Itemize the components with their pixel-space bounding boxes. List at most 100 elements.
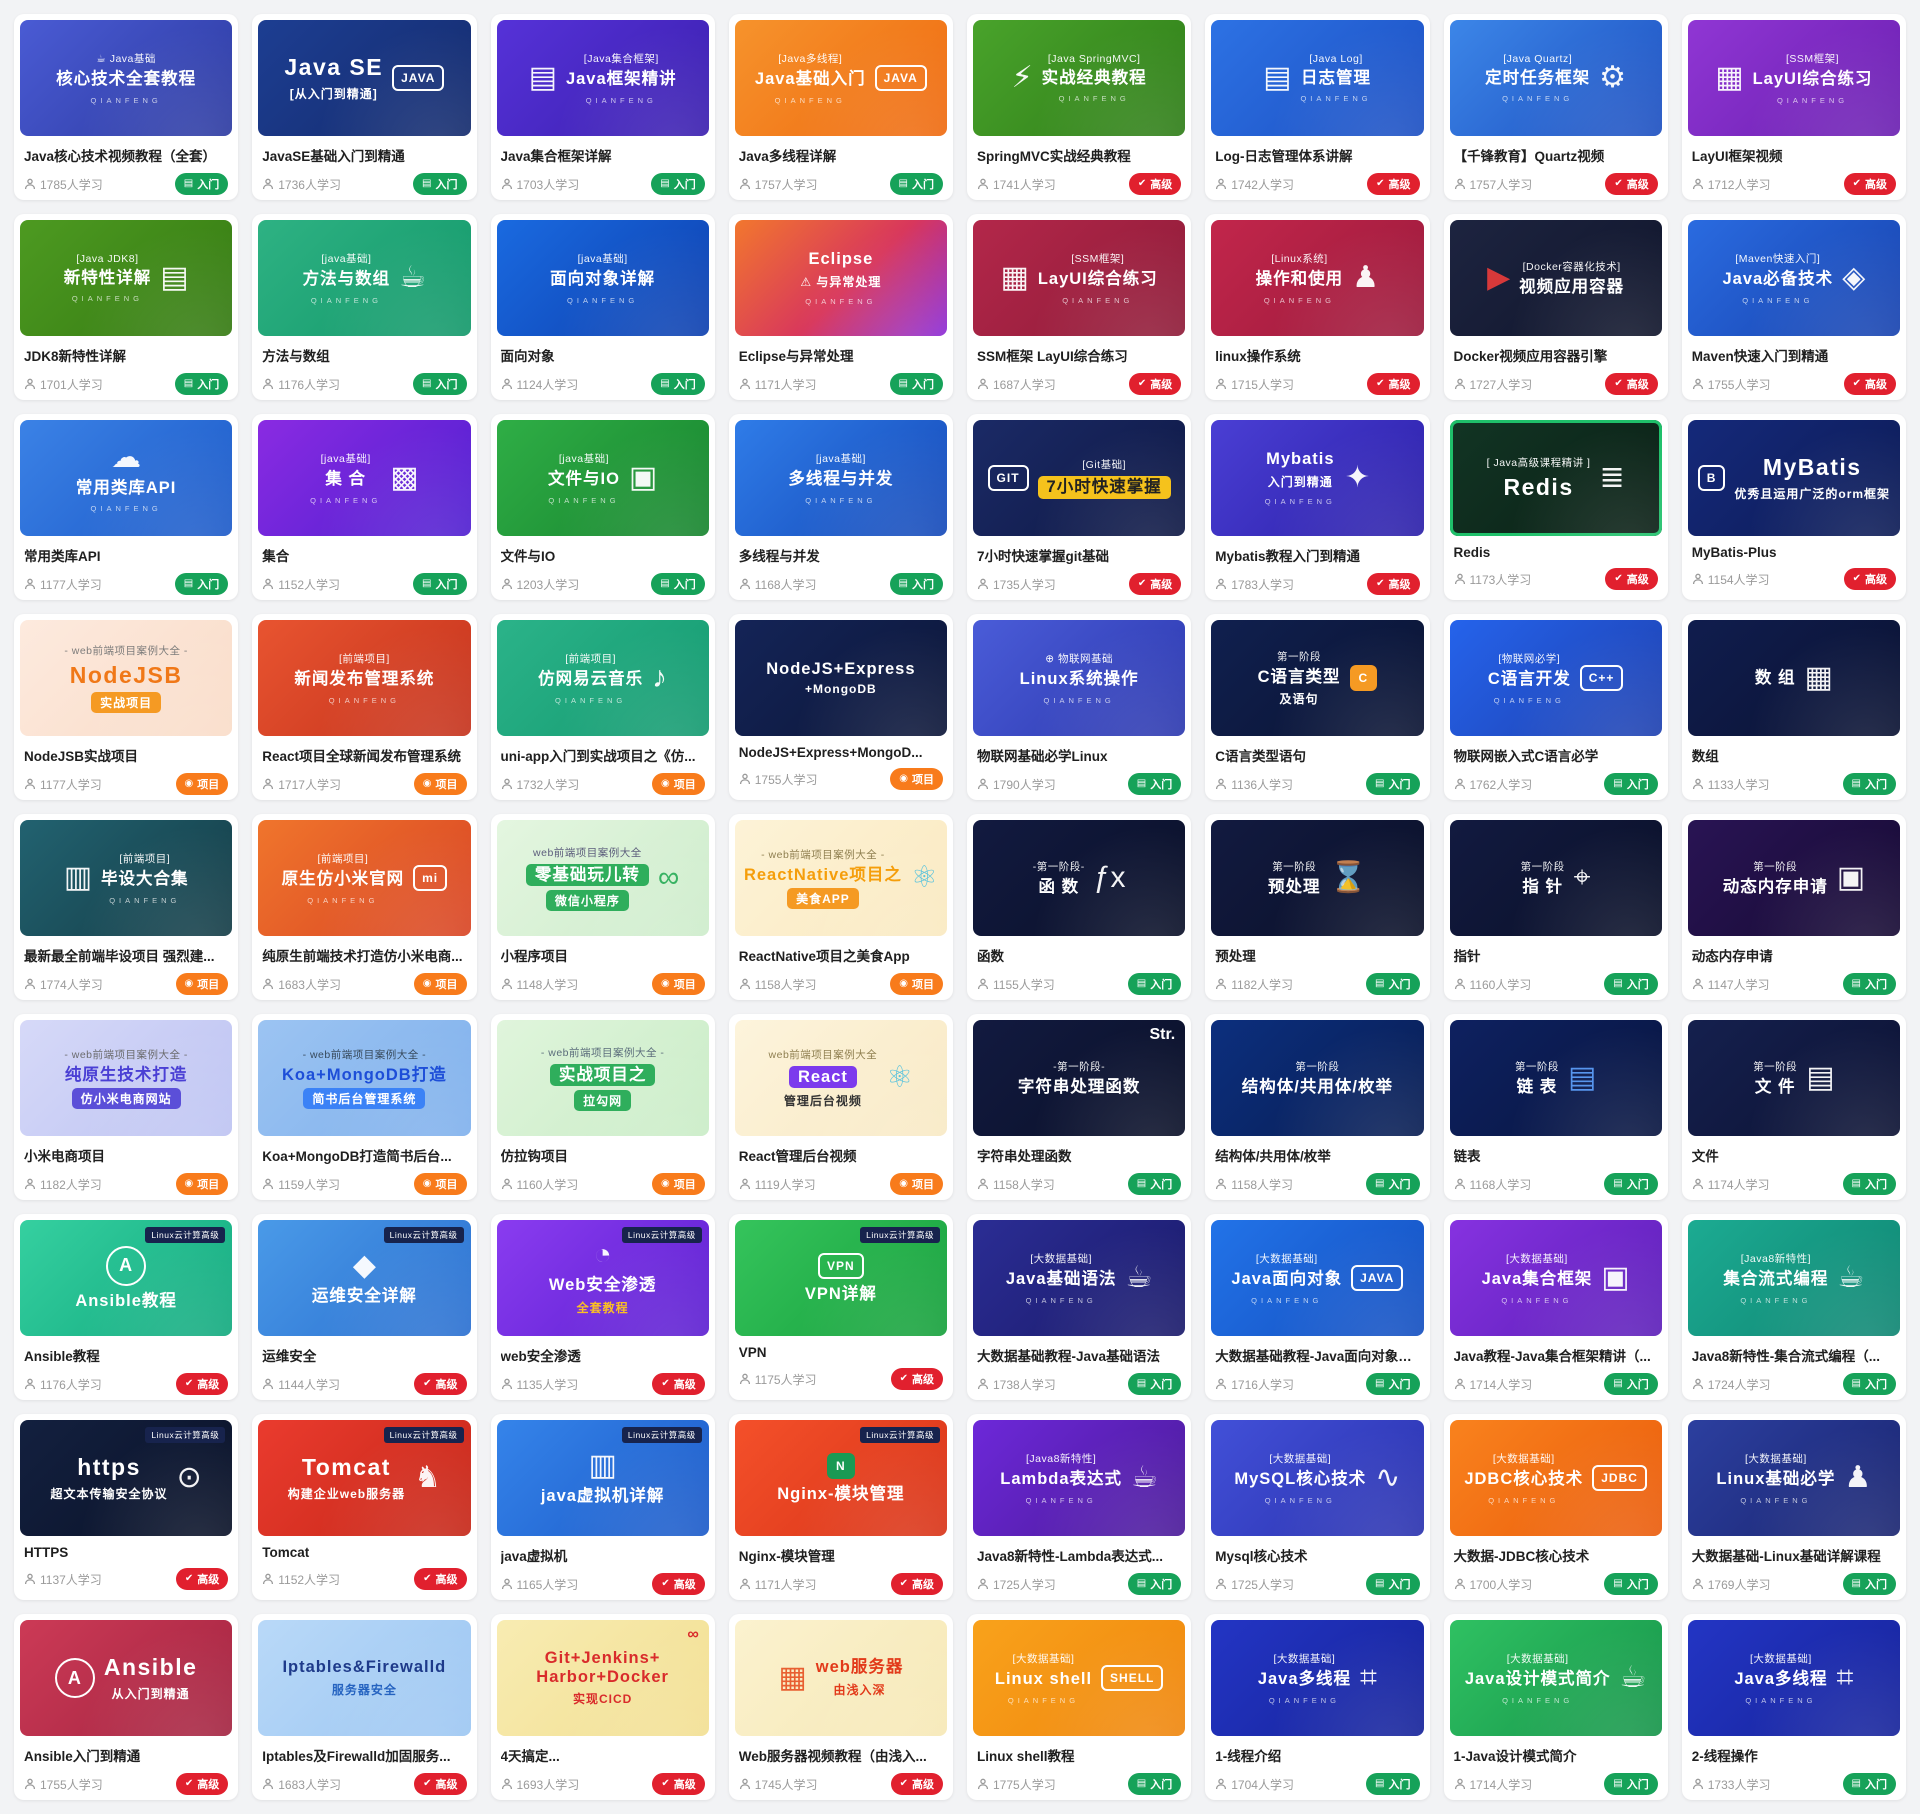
course-title[interactable]: Mybatis教程入门到精通	[1215, 549, 1361, 564]
course-title[interactable]: React管理后台视频	[738, 1149, 857, 1164]
course-card[interactable]: ⚙ [Java Quartz] 定时任务框架 QIANFENG 【千锋教育】Qu…	[1443, 14, 1668, 200]
course-card[interactable]: ▣ 第一阶段 动态内存申请 动态内存申请 1147人学习 ▤ 入门	[1681, 814, 1906, 1000]
course-title[interactable]: C语言类型语句	[1215, 749, 1306, 764]
course-title[interactable]: 字符串处理函数	[977, 1149, 1072, 1164]
course-title[interactable]: HTTPS	[24, 1545, 69, 1560]
course-title[interactable]: Maven快速入门到精通	[1691, 349, 1829, 364]
course-card[interactable]: JDBC [大数据基础] JDBC核心技术 QIANFENG 大数据-JDBC核…	[1443, 1414, 1668, 1600]
course-title[interactable]: 大数据基础教程-Java面向对象编程	[1215, 1349, 1420, 1364]
course-title[interactable]: SSM框架 LayUI综合练习	[977, 349, 1128, 364]
course-title[interactable]: 【千锋教育】Quartz视频	[1453, 149, 1605, 164]
course-card[interactable]: JAVA Java SE [从入门到精通] JavaSE基础入门到精通 1736…	[252, 14, 477, 200]
course-title[interactable]: Docker视频应用容器引擎	[1453, 349, 1608, 364]
course-title[interactable]: VPN	[738, 1345, 767, 1360]
course-card[interactable]: ☁ 常用类库API QIANFENG 常用类库API 1177人学习 ▤	[14, 414, 239, 600]
course-title[interactable]: Nginx-模块管理	[738, 1549, 835, 1564]
course-card[interactable]: ▣ [java基础] 文件与IO QIANFENG 文件与IO 1203人学习 …	[490, 414, 715, 600]
course-title[interactable]: 物联网基础必学Linux	[977, 749, 1108, 764]
course-card[interactable]: ☕ [Java8新特性] 集合流式编程 QIANFENG Java8新特性-集合…	[1681, 1214, 1906, 1400]
course-card[interactable]: ♟ [大数据基础] Linux基础必学 QIANFENG 大数据基础-Linux…	[1681, 1414, 1906, 1600]
course-title[interactable]: Java8新特性-Lambda表达式...	[977, 1549, 1164, 1564]
course-card[interactable]: ▤ [Java Log] 日志管理 QIANFENG Log-日志管理体系讲解 …	[1205, 14, 1430, 200]
course-title[interactable]: 函数	[977, 949, 1004, 964]
course-card[interactable]: ☕ [大数据基础] Java设计模式简介 QIANFENG 1-Java设计模式…	[1443, 1614, 1668, 1800]
course-title[interactable]: 链表	[1453, 1149, 1481, 1164]
course-title[interactable]: 大数据-JDBC核心技术	[1453, 1549, 1590, 1564]
course-title[interactable]: 4天搞定...	[500, 1749, 560, 1764]
course-card[interactable]: ⌛ 第一阶段 预处理 预处理 1182人学习 ▤ 入门	[1205, 814, 1430, 1000]
course-card[interactable]: ♟ [Linux系统] 操作和使用 QIANFENG linux操作系统 171…	[1205, 214, 1430, 400]
course-card[interactable]: ☕ [java基础] 方法与数组 QIANFENG 方法与数组 1176人学习 …	[252, 214, 477, 400]
course-title[interactable]: 7小时快速掌握git基础	[977, 549, 1110, 564]
course-card[interactable]: ⚛ web前端项目案例大全 React 管理后台视频 React管理后台视频 1…	[728, 1014, 953, 1200]
course-title[interactable]: java虚拟机	[500, 1549, 568, 1564]
course-title[interactable]: Tomcat	[262, 1545, 310, 1560]
course-card[interactable]: Linux云计算高级 ◆ 运维安全详解 运维安全 1144人学习	[252, 1214, 477, 1400]
course-title[interactable]: 面向对象	[500, 349, 555, 364]
course-card[interactable]: ♪ [前端项目] 仿网易云音乐 QIANFENG uni-app入门到实战项目之…	[490, 614, 715, 800]
course-title[interactable]: 集合	[262, 549, 290, 564]
course-card[interactable]: Linux云计算高级 VPN VPN详解 VPN 1175人学习	[728, 1214, 953, 1400]
course-title[interactable]: 大数据基础-Linux基础详解课程	[1691, 1549, 1881, 1564]
course-title[interactable]: Java多线程详解	[738, 149, 837, 164]
course-card[interactable]: ⌖ 第一阶段 指 针 指针 1160人学习 ▤ 入门	[1443, 814, 1668, 1000]
course-title[interactable]: 运维安全	[262, 1349, 317, 1364]
course-title[interactable]: 预处理	[1215, 949, 1256, 964]
course-title[interactable]: 小米电商项目	[24, 1149, 105, 1164]
course-title[interactable]: LayUI框架视频	[1691, 149, 1783, 164]
course-card[interactable]: [前端项目] 新闻发布管理系统 QIANFENG React项目全球新闻发布管理…	[252, 614, 477, 800]
course-card[interactable]: ∞ web前端项目案例大全 零基础玩儿转 微信小程序 小程序项目 1148人学习…	[490, 814, 715, 1000]
course-title[interactable]: JavaSE基础入门到精通	[262, 149, 405, 164]
course-title[interactable]: 方法与数组	[262, 349, 330, 364]
course-card[interactable]: ▦ [SSM框架] LayUI综合练习 QIANFENG LayUI框架视频 1…	[1681, 14, 1906, 200]
course-title[interactable]: Java核心技术视频教程（全套）	[24, 149, 217, 164]
course-card[interactable]: JAVA [大数据基础] Java面向对象 QIANFENG 大数据基础教程-J…	[1205, 1214, 1430, 1400]
course-card[interactable]: - web前端项目案例大全 - 实战项目之 拉勾网 仿拉钩项目 1160人学习 …	[490, 1014, 715, 1200]
course-title[interactable]: Koa+MongoDB打造简书后台...	[262, 1149, 452, 1164]
course-title[interactable]: Eclipse与异常处理	[738, 349, 854, 364]
course-title[interactable]: 数组	[1691, 749, 1719, 764]
course-card[interactable]: ▤ 第一阶段 文 件 文件 1174人学习 ▤ 入门	[1681, 1014, 1906, 1200]
course-title[interactable]: JDK8新特性详解	[24, 349, 127, 364]
course-card[interactable]: - web前端项目案例大全 - NodeJSB 实战项目 NodeJSB实战项目…	[14, 614, 239, 800]
course-title[interactable]: Web服务器视频教程（由浅入...	[738, 1749, 927, 1764]
course-card[interactable]: ƒx -第一阶段- 函 数 函数 1155人学习 ▤ 入门	[967, 814, 1192, 1000]
course-title[interactable]: 大数据基础教程-Java基础语法	[977, 1349, 1161, 1364]
course-card[interactable]: ☕ [大数据基础] Java基础语法 QIANFENG 大数据基础教程-Java…	[967, 1214, 1192, 1400]
course-card[interactable]: ▦ 数 组 数组 1133人学习 ▤ 入门	[1681, 614, 1906, 800]
course-title[interactable]: Java集合框架详解	[500, 149, 612, 164]
course-card[interactable]: - web前端项目案例大全 - 纯原生技术打造 仿小米电商网站 小米电商项目 1…	[14, 1014, 239, 1200]
course-card[interactable]: ☕ [Java8新特性] Lambda表达式 QIANFENG Java8新特性…	[967, 1414, 1192, 1600]
course-card[interactable]: Linux云计算高级 ♞ Tomcat 构建企业web服务器 Tomcat 11…	[252, 1414, 477, 1600]
course-card[interactable]: [java基础] 面向对象详解 QIANFENG 面向对象 1124人学习 ▤ …	[490, 214, 715, 400]
course-card[interactable]: ☕ Java基础 核心技术全套教程 QIANFENG Java核心技术视频教程（…	[14, 14, 239, 200]
course-card[interactable]: ⌗ [大数据基础] Java多线程 QIANFENG 1-线程介绍 1704人学…	[1205, 1614, 1430, 1800]
course-card[interactable]: ▦ web服务器 由浅入深 Web服务器视频教程（由浅入... 1745人学习 …	[728, 1614, 953, 1800]
course-card[interactable]: - web前端项目案例大全 - Koa+MongoDB打造 简书后台管理系统 K…	[252, 1014, 477, 1200]
course-title[interactable]: 指针	[1453, 949, 1481, 964]
course-card[interactable]: Linux云计算高级 ⊙ https 超文本传输安全协议 HTTPS 1137人…	[14, 1414, 239, 1600]
course-card[interactable]: ≣ [ Java高级课程精讲 ] Redis Redis 1173人学习 ✔	[1443, 414, 1668, 600]
course-card[interactable]: A Ansible 从入门到精通 Ansible入门到精通 1755人学习 ✔	[14, 1614, 239, 1800]
course-title[interactable]: Linux shell教程	[977, 1749, 1075, 1764]
course-title[interactable]: 文件	[1691, 1149, 1719, 1164]
course-title[interactable]: Ansible教程	[24, 1349, 100, 1364]
course-title[interactable]: Mysql核心技术	[1215, 1549, 1308, 1564]
course-card[interactable]: Str. -第一阶段- 字符串处理函数 字符串处理函数 1158人学习	[967, 1014, 1192, 1200]
course-card[interactable]: ▤ [Java集合框架] Java框架精讲 QIANFENG Java集合框架详…	[490, 14, 715, 200]
course-title[interactable]: 2-线程操作	[1691, 1749, 1758, 1764]
course-title[interactable]: 最新最全前端毕设项目 强烈建...	[24, 949, 215, 964]
course-title[interactable]: 纯原生前端技术打造仿小米电商...	[262, 949, 463, 964]
course-card[interactable]: JAVA [Java多线程] Java基础入门 QIANFENG Java多线程…	[728, 14, 953, 200]
course-title[interactable]: 仿拉钩项目	[500, 1149, 569, 1164]
course-title[interactable]: 1-线程介绍	[1215, 1749, 1282, 1764]
course-title[interactable]: web安全渗透	[500, 1349, 581, 1364]
course-title[interactable]: uni-app入门到实战项目之《仿...	[500, 749, 696, 764]
course-title[interactable]: Java8新特性-集合流式编程（...	[1691, 1349, 1881, 1364]
course-card[interactable]: ▤ [Java JDK8] 新特性详解 QIANFENG JDK8新特性详解 1…	[14, 214, 239, 400]
course-card[interactable]: ⌗ [大数据基础] Java多线程 QIANFENG 2-线程操作 1733人学…	[1681, 1614, 1906, 1800]
course-title[interactable]: NodeJSB实战项目	[24, 749, 139, 764]
course-title[interactable]: 物联网嵌入式C语言必学	[1453, 749, 1599, 764]
course-card[interactable]: ▩ [java基础] 集 合 QIANFENG 集合 1152人学习 ▤	[252, 414, 477, 600]
course-card[interactable]: Linux云计算高级 N Nginx-模块管理 Nginx-模块管理 1171人…	[728, 1414, 953, 1600]
